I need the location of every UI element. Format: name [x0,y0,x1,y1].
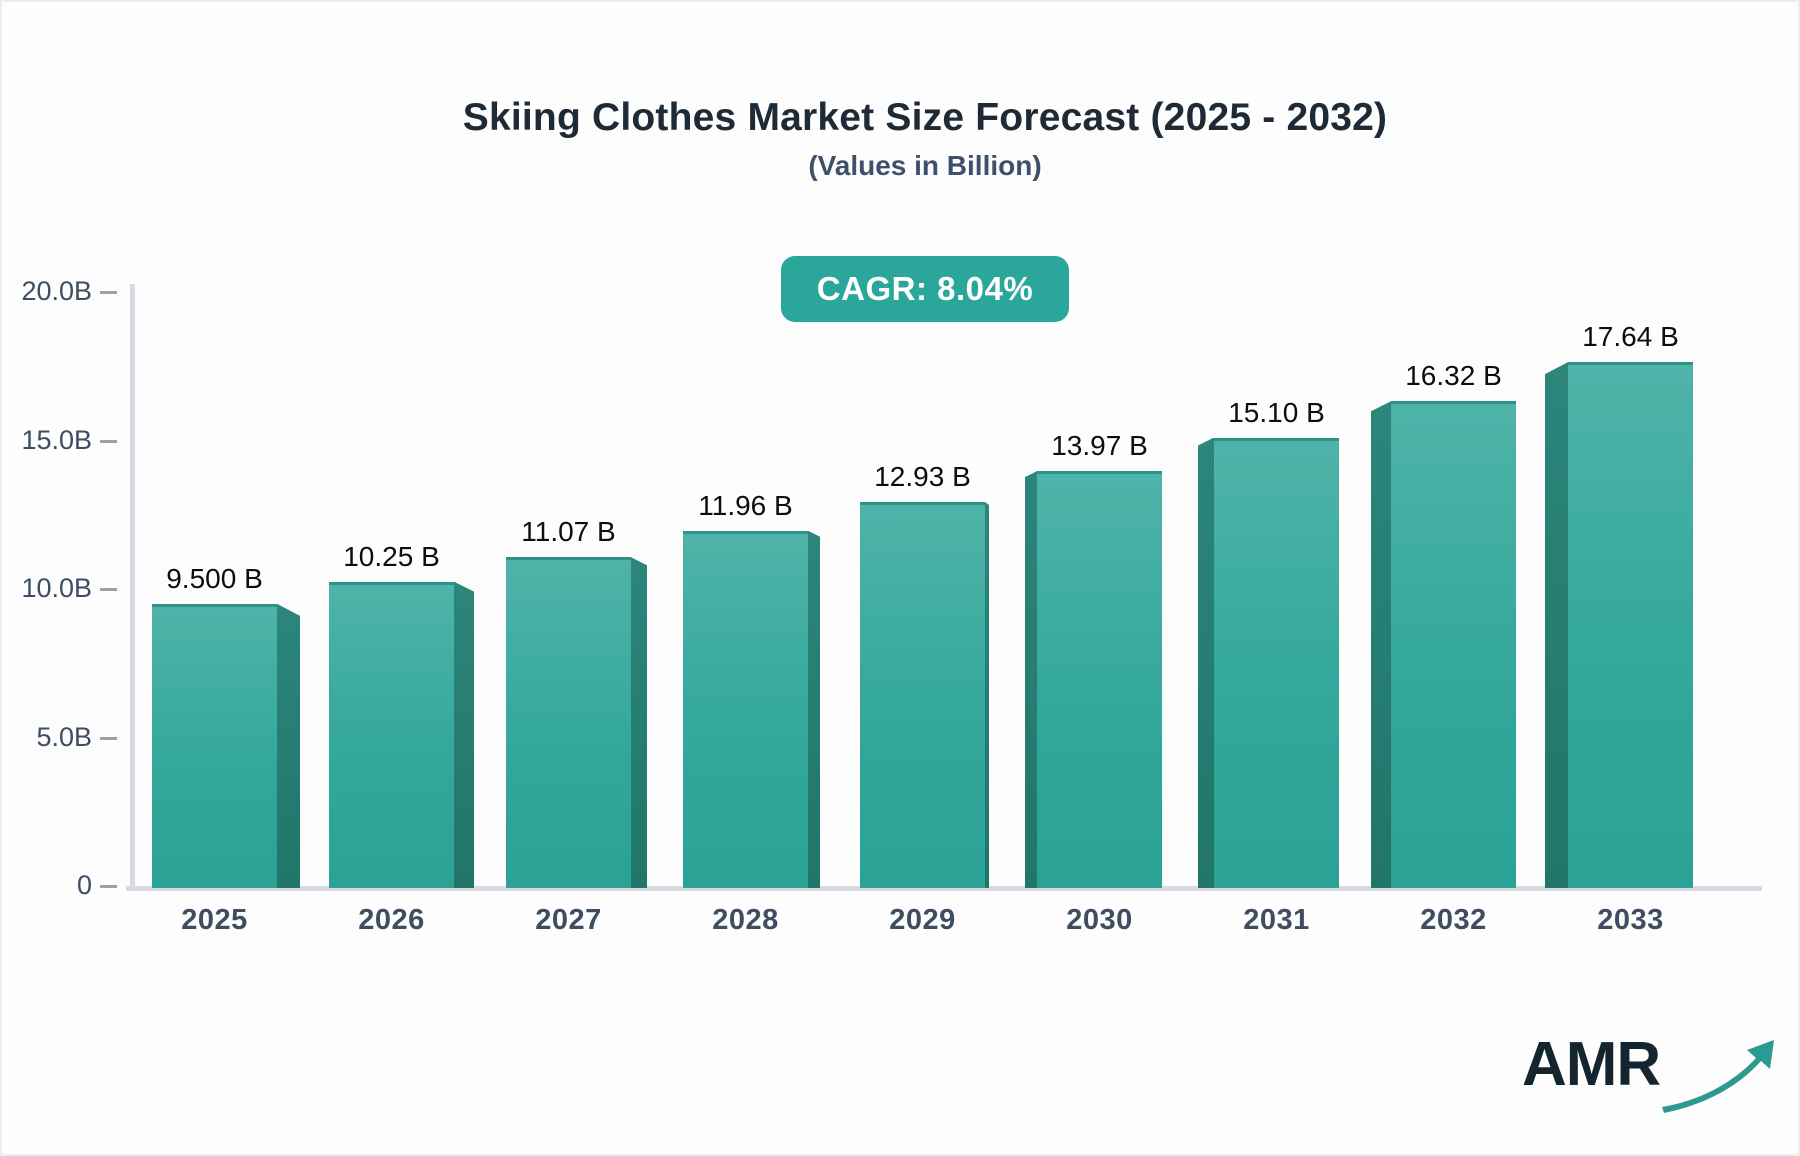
y-tick [100,588,117,591]
cagr-badge: CAGR: 8.04% [780,256,1070,322]
bar-side-2028 [808,530,820,888]
x-axis-line [126,886,1762,891]
bar-2027 [506,557,631,888]
bar-side-2033 [1545,362,1568,888]
y-axis-line [130,284,135,891]
bar-side-2029 [985,501,989,888]
x-axis-label-2027: 2027 [535,904,602,936]
bar-2030 [1037,471,1162,888]
x-axis-label-2033: 2033 [1597,904,1664,936]
x-axis-label-2030: 2030 [1066,904,1133,936]
bar-value-label-2025: 9.500 B [166,562,263,594]
bar-value-label-2027: 11.07 B [521,516,616,548]
x-axis-label-2031: 2031 [1243,904,1310,936]
bar-side-2030 [1025,471,1037,888]
bar-2025 [152,603,277,888]
y-tick [100,291,117,294]
chart-title: Skiing Clothes Market Size Forecast (202… [462,96,1388,139]
x-axis-label-2032: 2032 [1420,904,1487,936]
x-axis-label-2028: 2028 [712,904,779,936]
y-tick [100,439,117,443]
bar-side-2026 [454,581,474,888]
badge-row: CAGR: 8.04% [72,256,1778,322]
growth-arrow-icon [1662,1040,1774,1113]
bar-2028 [683,530,808,888]
bar-value-label-2026: 10.25 B [343,540,440,572]
bar-2033 [1568,362,1693,888]
bar-side-2032 [1371,401,1391,888]
bar-2031 [1214,437,1339,888]
bar-2029 [860,501,985,888]
amr-logo: AMR [1522,1030,1774,1118]
y-tick-label: 20.0B [21,276,92,306]
bar-value-label-2029: 12.93 B [874,460,971,492]
bar-side-2025 [277,603,300,888]
x-axis-label-2025: 2025 [181,904,248,936]
chart-subtitle: (Values in Billion) [808,150,1042,181]
bar-2032 [1391,401,1516,888]
y-tick-label: 0 [76,870,92,900]
bar-value-label-2030: 13.97 B [1051,430,1148,462]
bar-value-label-2032: 16.32 B [1405,360,1502,392]
y-tick [100,736,117,740]
y-tick-label: 10.0B [21,573,92,603]
y-tick [100,885,117,888]
bar-value-label-2033: 17.64 B [1582,321,1679,353]
y-tick-label: 15.0B [21,424,92,455]
bar-value-label-2028: 11.96 B [698,489,793,521]
bar-value-label-2031: 15.10 B [1228,396,1325,428]
bar-2026 [329,581,454,888]
x-axis-label-2029: 2029 [889,904,956,936]
bar-side-2027 [631,557,647,888]
x-axis-label-2026: 2026 [358,904,425,936]
amr-logo-text: AMR [1522,1030,1661,1099]
y-tick-label: 5.0B [36,721,92,752]
bar-side-2031 [1198,437,1214,888]
